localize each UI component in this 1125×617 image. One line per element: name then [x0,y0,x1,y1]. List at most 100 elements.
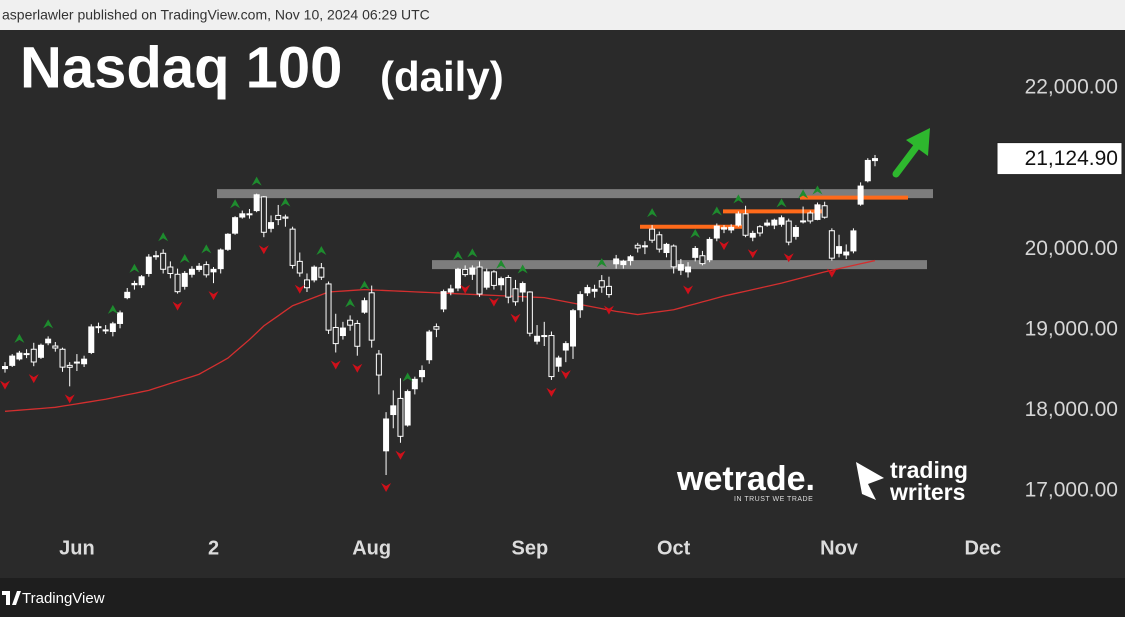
candle-body [663,243,670,254]
signal-up [402,372,413,382]
candle-body [325,283,332,331]
signal-down [826,268,837,278]
x-tick-label: Nov [820,537,859,559]
candle-body [871,158,878,162]
candle-body [792,227,799,237]
signal-up [230,199,241,209]
candle-body [318,267,325,278]
x-tick-label: Oct [657,537,691,559]
candle-body [577,294,584,311]
signal-up [14,333,25,343]
candle-body [289,228,296,266]
candle-body [519,283,526,293]
candle-body [850,230,857,252]
candle-body [490,271,497,286]
candle-body [505,277,512,298]
candle-body [138,276,145,286]
signal-up [129,263,140,273]
candle-body [339,327,346,337]
signal-down [603,305,614,315]
candle-body [419,370,426,378]
tradingwriters-icon [856,462,884,500]
candle-body [721,227,727,230]
candle-body [81,358,88,365]
candle-body [634,244,641,249]
candle-body [217,249,224,270]
candle-body [375,353,382,376]
candle-body [649,228,656,241]
signal-up [316,245,327,255]
candle-body [260,196,267,233]
candle-body [354,322,361,347]
signal-up [776,198,787,208]
candle-body [641,245,648,248]
candle-body [253,194,260,212]
x-tick-label: Jun [59,537,95,559]
candle-body [857,185,864,205]
signal-down [719,241,729,251]
candle-body [469,267,476,275]
candle-body [45,338,52,344]
candle-body [498,278,505,286]
chart-subtitle: (daily) [380,53,504,100]
candle-body [821,205,828,218]
candle-body [347,319,354,326]
candle-body [303,279,310,289]
candle-body [368,292,375,341]
candle-body [239,213,246,218]
candle-body [160,252,167,270]
candle-body [440,291,447,310]
candle-body [749,232,756,238]
x-tick-label: Dec [964,537,1001,559]
candle-body [66,364,73,368]
signal-down [294,284,305,294]
tradingwriters-logo: trading writers [856,457,968,505]
candle-body [296,260,303,274]
candle-body [526,291,533,334]
candle-body [196,265,203,270]
candle-body [145,256,152,274]
candle-body [275,214,282,221]
candle-body [613,258,620,265]
candle-body [224,233,231,250]
signal-up [647,208,658,218]
signal-up [733,194,744,204]
candle-body [627,256,634,262]
signal-up [798,189,809,199]
signal-up [179,254,190,264]
signal-up [280,197,291,207]
y-tick-label: 20,000.00 [1025,237,1118,260]
candle-body [37,344,44,358]
header-bar [0,0,1125,30]
candle-body [512,288,519,303]
signal-up [517,264,528,274]
wetrade-logo: wetrade. IN TRUST WE TRADE [676,460,815,503]
candle-body [109,323,116,333]
candle-body [52,345,59,349]
signal-up [711,206,722,216]
candle-body [181,272,188,287]
footer-bar [0,578,1125,617]
signal-up [345,298,356,308]
x-tick-label: Sep [512,537,549,559]
candle-body [383,418,390,452]
candle-body [462,268,469,276]
candle-body [16,352,23,360]
chart-title: Nasdaq 100 [20,35,342,100]
wetrade-text: wetrade. [676,460,815,498]
footer-logo [2,591,21,605]
candle-body [23,353,30,356]
signal-down [0,380,10,390]
signal-up [43,319,54,329]
header-text: asperlawler published on TradingView.com… [2,7,430,23]
arrow-head [906,128,930,156]
candle-body [864,159,871,182]
signal-down [783,253,794,263]
candle-body [411,378,418,390]
candle-body [713,225,720,239]
candle-body [476,266,483,295]
candle-body [117,312,124,324]
candle-body [188,268,195,275]
